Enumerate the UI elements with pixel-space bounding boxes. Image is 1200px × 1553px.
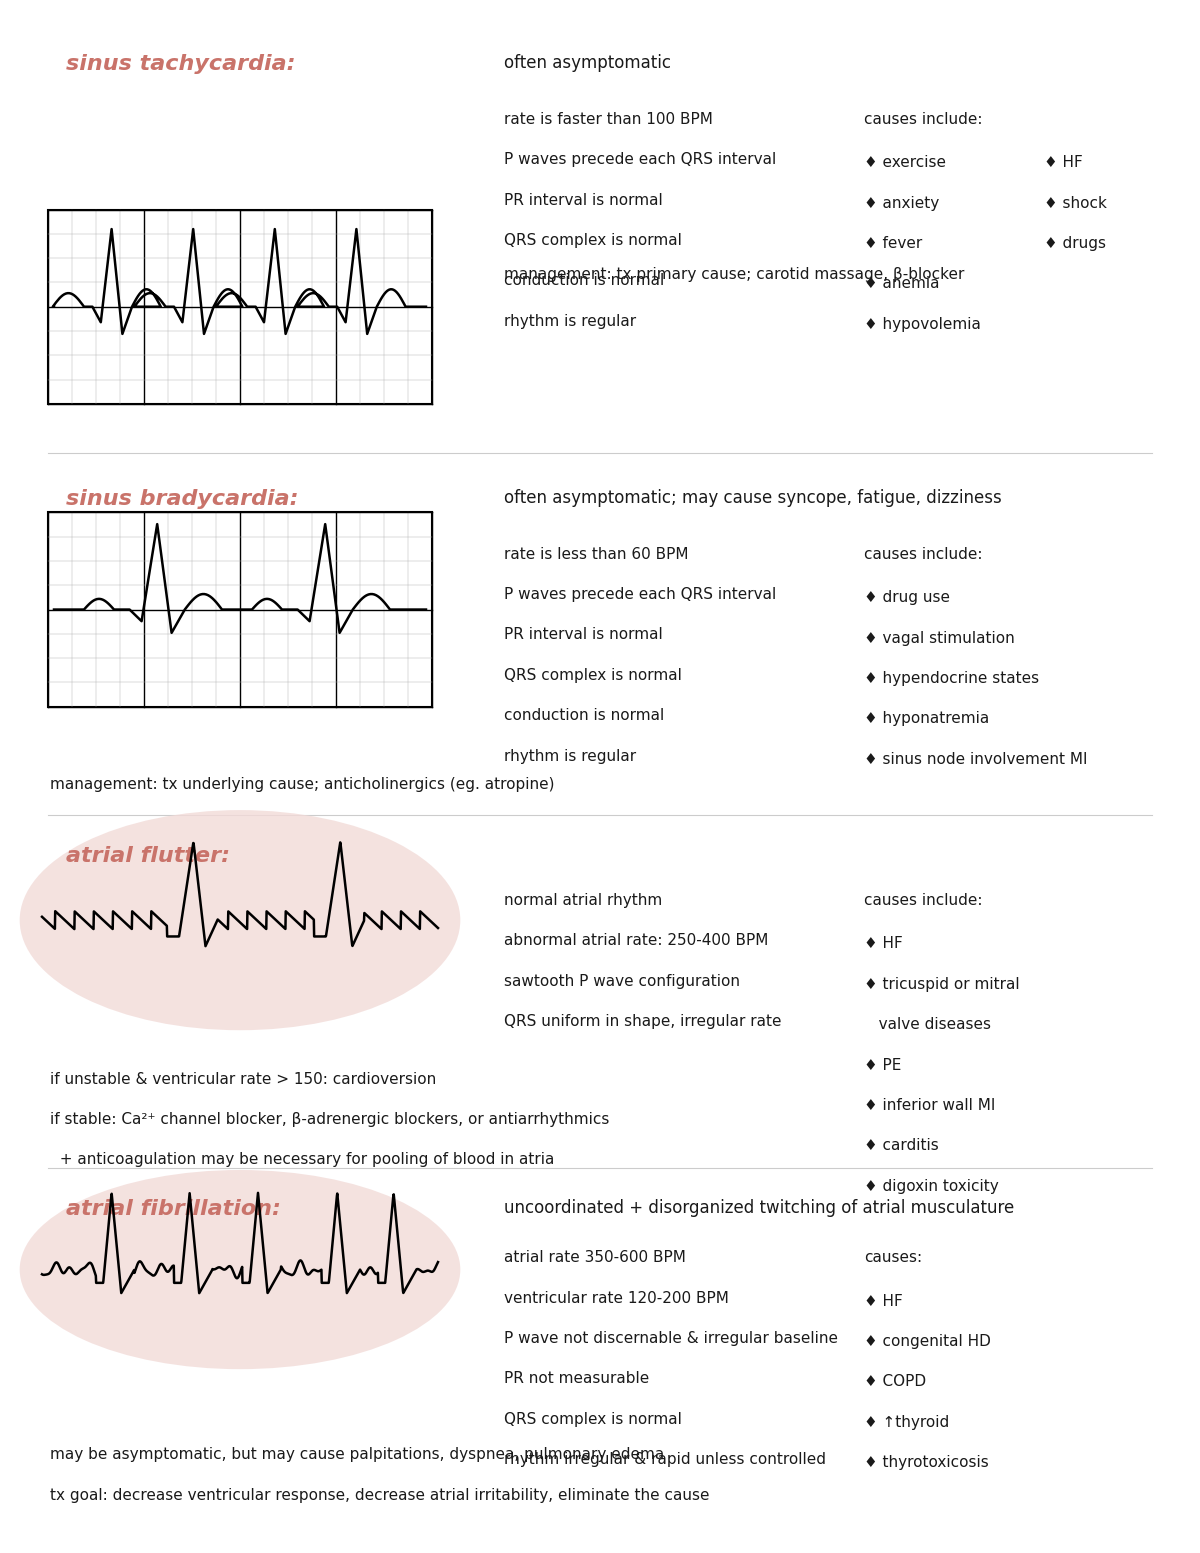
Text: valve diseases: valve diseases [864,1017,991,1033]
Text: QRS uniform in shape, irregular rate: QRS uniform in shape, irregular rate [504,1014,781,1030]
FancyBboxPatch shape [48,210,432,404]
Text: rate is faster than 100 BPM: rate is faster than 100 BPM [504,112,713,127]
Text: QRS complex is normal: QRS complex is normal [504,668,682,683]
Text: rhythm is regular: rhythm is regular [504,749,636,764]
Text: causes include:: causes include: [864,547,983,562]
Text: PR interval is normal: PR interval is normal [504,193,662,208]
Text: P waves precede each QRS interval: P waves precede each QRS interval [504,152,776,168]
Text: ♦ ↑thyroid: ♦ ↑thyroid [864,1415,949,1430]
Text: QRS complex is normal: QRS complex is normal [504,1412,682,1427]
Text: sinus tachycardia:: sinus tachycardia: [66,54,295,75]
Text: + anticoagulation may be necessary for pooling of blood in atria: + anticoagulation may be necessary for p… [50,1152,554,1168]
Text: ♦ fever: ♦ fever [864,236,923,252]
Text: rhythm irregular & rapid unless controlled: rhythm irregular & rapid unless controll… [504,1452,826,1468]
Text: normal atrial rhythm: normal atrial rhythm [504,893,662,909]
Text: ♦ inferior wall MI: ♦ inferior wall MI [864,1098,995,1114]
Text: causes include:: causes include: [864,893,983,909]
Text: ♦ congenital HD: ♦ congenital HD [864,1334,991,1350]
Text: P wave not discernable & irregular baseline: P wave not discernable & irregular basel… [504,1331,838,1346]
Text: ♦ carditis: ♦ carditis [864,1138,938,1154]
Text: ♦ anemia: ♦ anemia [864,276,940,292]
Text: uncoordinated + disorganized twitching of atrial musculature: uncoordinated + disorganized twitching o… [504,1199,1014,1218]
Text: ♦ sinus node involvement MI: ♦ sinus node involvement MI [864,752,1087,767]
Text: management: tx underlying cause; anticholinergics (eg. atropine): management: tx underlying cause; anticho… [50,776,554,792]
Text: ♦ hyponatremia: ♦ hyponatremia [864,711,989,727]
Text: ♦ HF: ♦ HF [1044,155,1082,171]
FancyBboxPatch shape [48,512,432,707]
Text: causes:: causes: [864,1250,922,1266]
Text: ♦ shock: ♦ shock [1044,196,1106,211]
Text: ♦ thyrotoxicosis: ♦ thyrotoxicosis [864,1455,989,1471]
Text: ♦ PE: ♦ PE [864,1058,901,1073]
Text: causes include:: causes include: [864,112,983,127]
Ellipse shape [19,1169,461,1370]
Text: ♦ exercise: ♦ exercise [864,155,946,171]
Text: ♦ HF: ♦ HF [864,936,902,952]
Text: ♦ hypovolemia: ♦ hypovolemia [864,317,980,332]
Text: P waves precede each QRS interval: P waves precede each QRS interval [504,587,776,603]
Text: abnormal atrial rate: 250-400 BPM: abnormal atrial rate: 250-400 BPM [504,933,768,949]
Text: ♦ COPD: ♦ COPD [864,1374,926,1390]
Text: ♦ drug use: ♦ drug use [864,590,950,606]
Text: ventricular rate 120-200 BPM: ventricular rate 120-200 BPM [504,1291,728,1306]
Text: atrial flutter:: atrial flutter: [66,846,230,867]
Text: ♦ tricuspid or mitral: ♦ tricuspid or mitral [864,977,1020,992]
Text: QRS complex is normal: QRS complex is normal [504,233,682,248]
Text: ♦ anxiety: ♦ anxiety [864,196,940,211]
Text: ♦ hypendocrine states: ♦ hypendocrine states [864,671,1039,686]
Text: PR interval is normal: PR interval is normal [504,627,662,643]
Text: ♦ drugs: ♦ drugs [1044,236,1106,252]
Text: atrial rate 350-600 BPM: atrial rate 350-600 BPM [504,1250,686,1266]
Text: if unstable & ventricular rate > 150: cardioversion: if unstable & ventricular rate > 150: ca… [50,1072,437,1087]
Text: ♦ digoxin toxicity: ♦ digoxin toxicity [864,1179,998,1194]
Text: rate is less than 60 BPM: rate is less than 60 BPM [504,547,689,562]
Text: management: tx primary cause; carotid massage, β-blocker: management: tx primary cause; carotid ma… [504,267,965,283]
Text: rhythm is regular: rhythm is regular [504,314,636,329]
Text: ♦ vagal stimulation: ♦ vagal stimulation [864,631,1015,646]
Text: tx goal: decrease ventricular response, decrease atrial irritability, eliminate : tx goal: decrease ventricular response, … [50,1488,710,1503]
Text: conduction is normal: conduction is normal [504,273,665,289]
Text: conduction is normal: conduction is normal [504,708,665,724]
Text: atrial fibrillation:: atrial fibrillation: [66,1199,281,1219]
Text: may be asymptomatic, but may cause palpitations, dyspnea, pulmonary edema: may be asymptomatic, but may cause palpi… [50,1447,665,1463]
Text: PR not measurable: PR not measurable [504,1371,649,1387]
Ellipse shape [19,811,461,1030]
Text: often asymptomatic: often asymptomatic [504,54,671,73]
Text: sinus bradycardia:: sinus bradycardia: [66,489,299,509]
Text: often asymptomatic; may cause syncope, fatigue, dizziness: often asymptomatic; may cause syncope, f… [504,489,1002,508]
Text: sawtooth P wave configuration: sawtooth P wave configuration [504,974,740,989]
Text: ♦ HF: ♦ HF [864,1294,902,1309]
Text: if stable: Ca²⁺ channel blocker, β-adrenergic blockers, or antiarrhythmics: if stable: Ca²⁺ channel blocker, β-adren… [50,1112,610,1127]
